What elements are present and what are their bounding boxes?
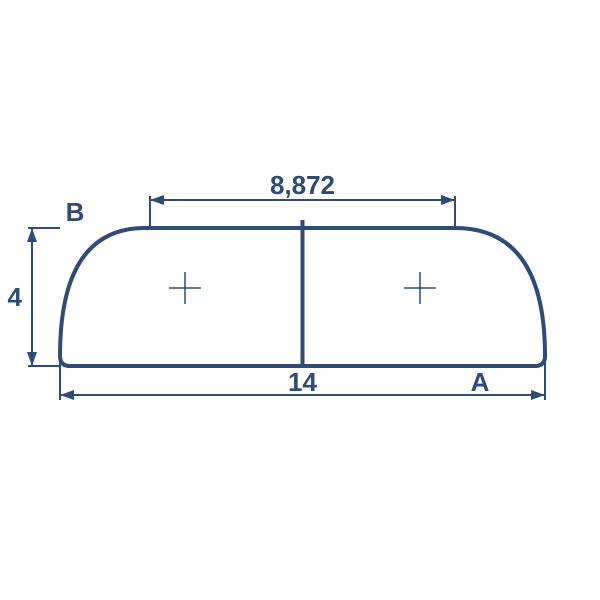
- dim-top-value: 8,872: [270, 170, 335, 200]
- arrowhead: [531, 390, 545, 400]
- arrowhead: [441, 195, 455, 205]
- arrowhead: [150, 195, 164, 205]
- dimension-diagram: 8,872 14 4 A B: [0, 0, 600, 600]
- arrowhead: [60, 390, 74, 400]
- label-b: B: [66, 197, 85, 227]
- arrowhead: [27, 352, 37, 366]
- arrowhead: [27, 228, 37, 242]
- label-a: A: [471, 367, 490, 397]
- dim-left-value: 4: [8, 282, 23, 312]
- dim-bottom-value: 14: [288, 367, 317, 397]
